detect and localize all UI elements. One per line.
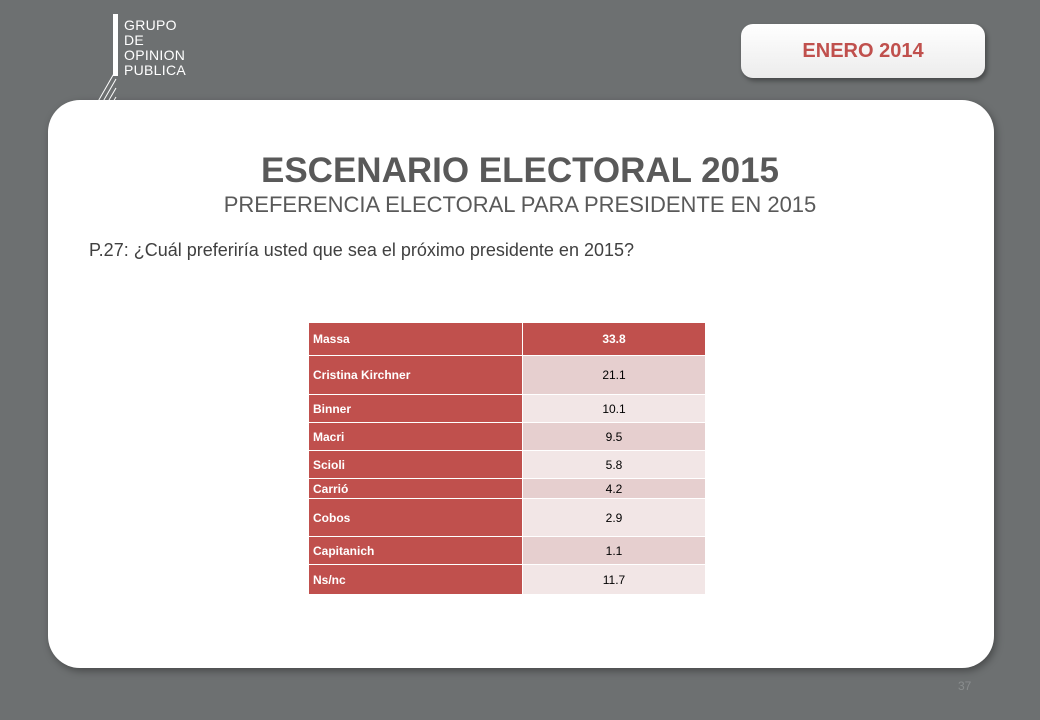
candidate-value: 1.1 (522, 536, 706, 565)
table-row: Carrió 4.2 (308, 478, 706, 499)
candidate-value: 5.8 (522, 450, 706, 479)
candidate-label: Cobos (308, 498, 523, 537)
logo-line: PUBLICA (124, 62, 187, 78)
candidate-label: Scioli (308, 450, 523, 479)
table-row: Scioli 5.8 (308, 450, 706, 479)
table-row: Capitanich 1.1 (308, 536, 706, 565)
table-row: Cobos 2.9 (308, 498, 706, 537)
logo-line: DE (124, 32, 145, 48)
candidate-value: 2.9 (522, 498, 706, 537)
candidate-value: 10.1 (522, 394, 706, 423)
candidate-label: Cristina Kirchner (308, 355, 523, 395)
page-number: 37 (958, 679, 972, 693)
candidate-value: 21.1 (522, 355, 706, 395)
table-row: Cristina Kirchner 21.1 (308, 355, 706, 395)
candidate-value: 33.8 (522, 322, 706, 356)
survey-question: P.27: ¿Cuál preferiría usted que sea el … (89, 240, 635, 260)
candidate-label: Macri (308, 422, 523, 451)
candidate-value: 9.5 (522, 422, 706, 451)
table-row: Massa 33.8 (308, 322, 706, 356)
logo-line: OPINION (124, 47, 186, 63)
table-row: Binner 10.1 (308, 394, 706, 423)
results-table: Massa 33.8 Cristina Kirchner 21.1 Binner… (308, 322, 706, 595)
candidate-label: Capitanich (308, 536, 523, 565)
candidate-label: Ns/nc (308, 564, 523, 595)
candidate-value: 4.2 (522, 478, 706, 499)
table-row: Ns/nc 11.7 (308, 564, 706, 595)
page-title: ESCENARIO ELECTORAL 2015 (260, 151, 779, 190)
table-row: Macri 9.5 (308, 422, 706, 451)
logo-bar (113, 14, 118, 76)
date-badge: ENERO 2014 (741, 24, 985, 78)
candidate-label: Binner (308, 394, 523, 423)
page-subtitle: PREFERENCIA ELECTORAL PARA PRESIDENTE EN… (223, 192, 817, 217)
logo-text: GRUPO DE OPINION PUBLICA (124, 18, 186, 78)
logo-line: GRUPO (124, 17, 177, 33)
candidate-label: Massa (308, 322, 523, 356)
candidate-label: Carrió (308, 478, 523, 499)
grupo-opinion-publica-logo: GRUPO DE OPINION PUBLICA (88, 14, 208, 112)
candidate-value: 11.7 (522, 564, 706, 595)
